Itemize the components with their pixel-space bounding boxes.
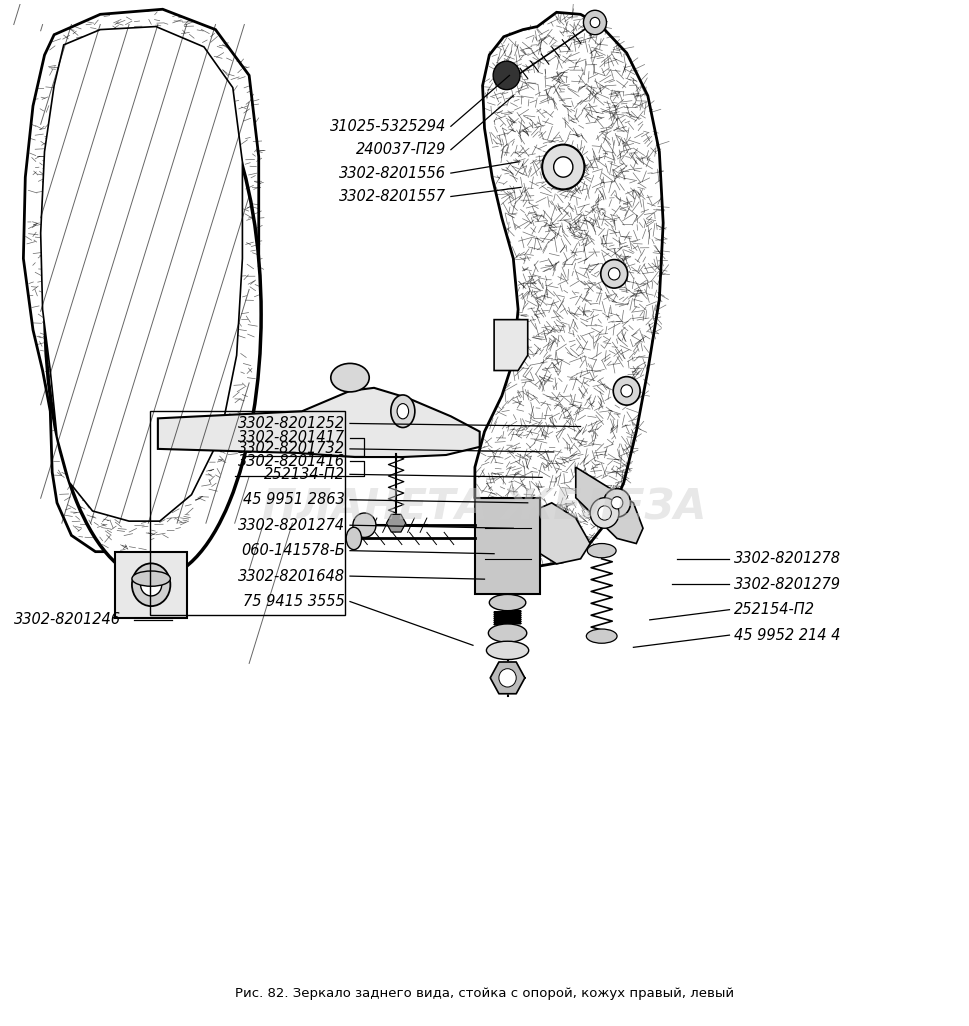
Circle shape [601,260,628,288]
Bar [475,498,541,594]
Ellipse shape [488,624,527,642]
Text: 45 9951 2863: 45 9951 2863 [243,492,345,507]
Polygon shape [387,514,406,532]
Ellipse shape [141,574,162,596]
Circle shape [493,62,520,89]
Circle shape [611,497,623,509]
Ellipse shape [132,571,171,586]
Text: 3302-8201556: 3302-8201556 [339,165,446,181]
Ellipse shape [346,527,361,550]
Text: 3302-8201648: 3302-8201648 [238,568,345,584]
Ellipse shape [391,395,415,428]
Text: 75 9415 3555: 75 9415 3555 [243,594,345,609]
Ellipse shape [45,50,261,579]
Text: 3302-8201279: 3302-8201279 [735,577,841,592]
Ellipse shape [489,594,526,610]
Circle shape [583,10,607,35]
Text: 3302-8201278: 3302-8201278 [735,551,841,566]
Ellipse shape [587,544,616,558]
Text: 3302-8201252: 3302-8201252 [238,416,345,431]
PathPatch shape [475,12,663,566]
Text: 3302-8201557: 3302-8201557 [339,189,446,204]
PathPatch shape [494,320,528,370]
Ellipse shape [330,363,369,392]
Ellipse shape [397,403,409,419]
Text: 3302-8201732: 3302-8201732 [238,441,345,457]
Circle shape [553,157,573,177]
Circle shape [542,145,584,190]
PathPatch shape [23,9,259,552]
Circle shape [590,498,619,528]
Text: 3302-8201417: 3302-8201417 [238,430,345,445]
Text: 060-141578-Б: 060-141578-Б [241,543,345,558]
Text: 252154-П2: 252154-П2 [735,602,815,618]
Polygon shape [490,662,525,694]
Text: 31025-5325294: 31025-5325294 [329,119,446,133]
PathPatch shape [576,467,643,544]
Text: 45 9952 214 4: 45 9952 214 4 [735,628,841,642]
Bar [150,411,345,615]
Circle shape [604,488,631,517]
Circle shape [621,385,633,397]
Ellipse shape [486,641,529,660]
Circle shape [609,268,620,280]
PathPatch shape [158,388,480,457]
Bar [114,552,187,618]
Text: 252134-П2: 252134-П2 [265,467,345,482]
Text: ПЛАНЕТА ЖЕЛЕЗА: ПЛАНЕТА ЖЕЛЕЗА [263,487,706,529]
Circle shape [353,513,376,538]
Circle shape [598,506,611,520]
Ellipse shape [586,629,617,643]
Text: Рис. 82. Зеркало заднего вида, стойка с опорой, кожух правый, левый: Рис. 82. Зеркало заднего вида, стойка с … [234,987,735,1000]
PathPatch shape [541,503,590,564]
Circle shape [590,17,600,28]
Text: 240037-П29: 240037-П29 [356,143,446,157]
Text: 3302-8201246: 3302-8201246 [14,613,121,627]
Text: 3302-8201416: 3302-8201416 [238,453,345,469]
Ellipse shape [132,563,171,606]
Text: 3302-8201274: 3302-8201274 [238,518,345,532]
Circle shape [499,669,516,687]
Circle shape [613,377,641,405]
PathPatch shape [41,27,242,521]
